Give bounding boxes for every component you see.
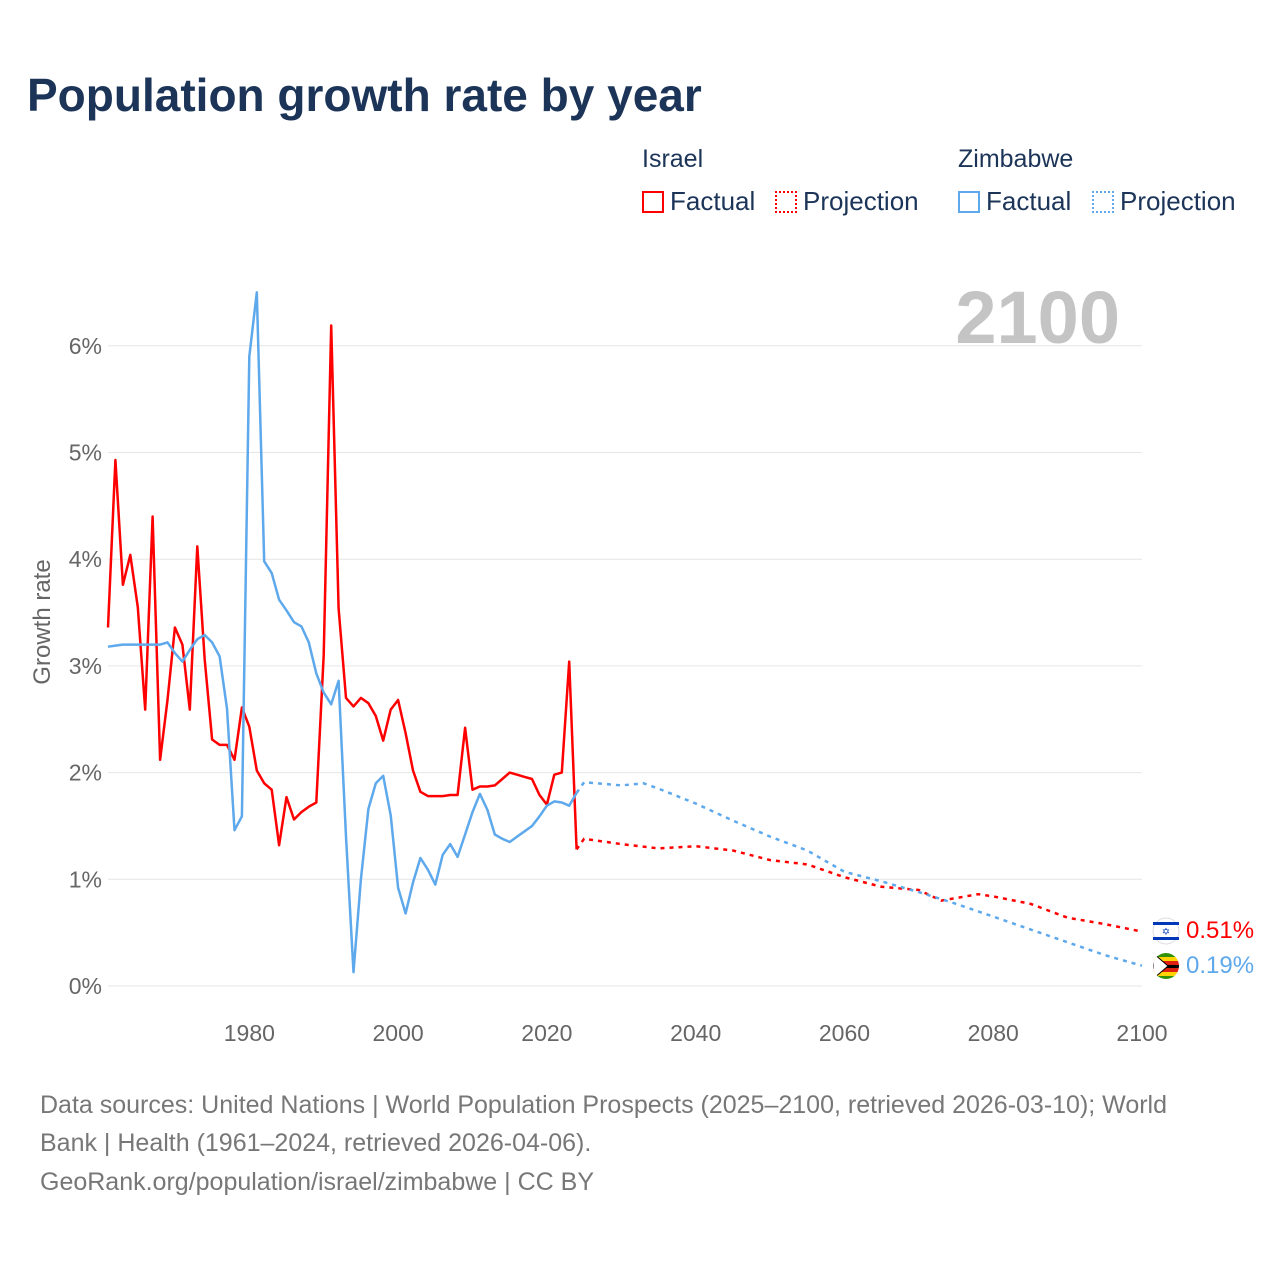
y-tick-label: 1% [69,866,102,892]
zimbabwe-flag-icon [1153,953,1179,979]
zimbabwe-projection-line [575,780,1143,967]
legend-swatch-dotted [1092,190,1114,213]
y-tick-label: 3% [69,653,102,679]
footer-sources-2: Bank | Health (1961–2024, retrieved 2026… [40,1129,592,1157]
y-tick-label: 4% [69,546,102,572]
legend-label: Factual [986,186,1072,216]
y-tick-label: 0% [69,973,102,999]
y-tick-label: 2% [69,760,102,786]
y-tick-label: 5% [69,440,102,466]
x-tick-label: 2100 [1116,1020,1167,1046]
x-tick-label: 2040 [670,1020,721,1046]
legend-label: Projection [1120,186,1236,216]
legend-label: Factual [670,186,756,216]
israel-projection-line [575,837,1143,933]
zimbabwe-end-label: 0.19% [1186,952,1254,979]
x-tick-label: 2000 [373,1020,424,1046]
zimbabwe-factual-line [107,291,578,974]
current-year-label: 2100 [955,276,1120,359]
legend-zimbabwe-heading: Zimbabwe [958,145,1074,173]
svg-text:✡: ✡ [1162,927,1170,938]
y-axis-label: Growth rate [29,559,56,684]
legend-zimbabwe-projection[interactable]: Projection [1092,186,1236,217]
x-tick-label: 2080 [968,1020,1019,1046]
x-tick-label: 2020 [521,1020,572,1046]
legend-zimbabwe-factual[interactable]: Factual [958,186,1071,217]
legend-swatch-dotted [775,190,797,213]
x-tick-label: 1980 [224,1020,275,1046]
footer-link[interactable]: GeoRank.org/population/israel/zimbabwe |… [40,1168,594,1196]
israel-flag-icon: ✡ [1152,917,1180,945]
legend-israel-heading: Israel [642,145,704,173]
y-tick-label: 6% [69,333,102,359]
legend-swatch-solid [642,190,664,213]
legend-israel-projection[interactable]: Projection [775,186,919,217]
x-tick-label: 2060 [819,1020,870,1046]
chart-title: Population growth rate by year [27,69,702,121]
legend-israel-factual[interactable]: Factual [642,186,755,217]
israel-end-label: 0.51% [1186,917,1254,944]
footer-sources-1: Data sources: United Nations | World Pop… [40,1091,1168,1119]
legend-label: Projection [803,186,919,216]
legend-swatch-solid [958,190,980,213]
israel-factual-line [106,324,578,850]
